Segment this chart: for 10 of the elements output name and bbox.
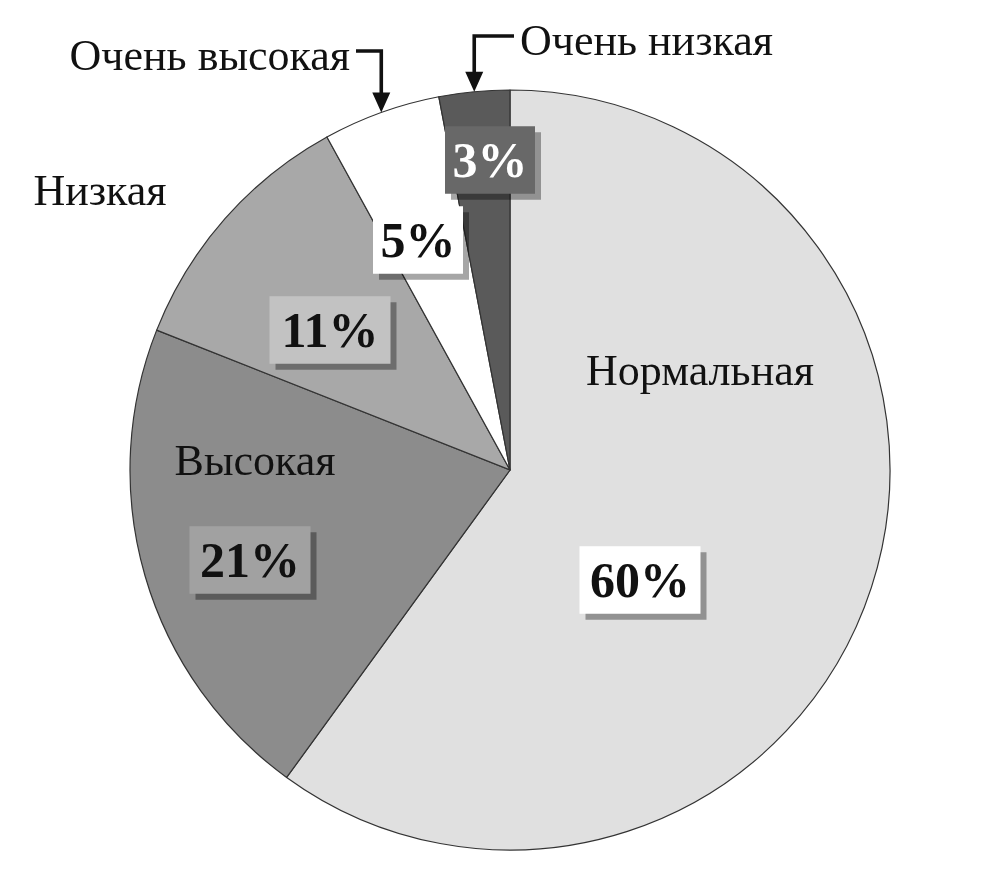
- data-label: 60%: [590, 552, 690, 608]
- data-label: 11%: [281, 302, 379, 358]
- slice-label: Высокая: [174, 435, 336, 485]
- data-label: 3%: [452, 132, 528, 188]
- data-label: 5%: [380, 212, 456, 268]
- data-label: 21%: [200, 532, 300, 588]
- slice-label: Нормальная: [586, 345, 814, 395]
- slice-label: Очень высокая: [69, 30, 350, 80]
- slice-label: Очень низкая: [520, 15, 773, 65]
- slice-label: Низкая: [33, 165, 167, 215]
